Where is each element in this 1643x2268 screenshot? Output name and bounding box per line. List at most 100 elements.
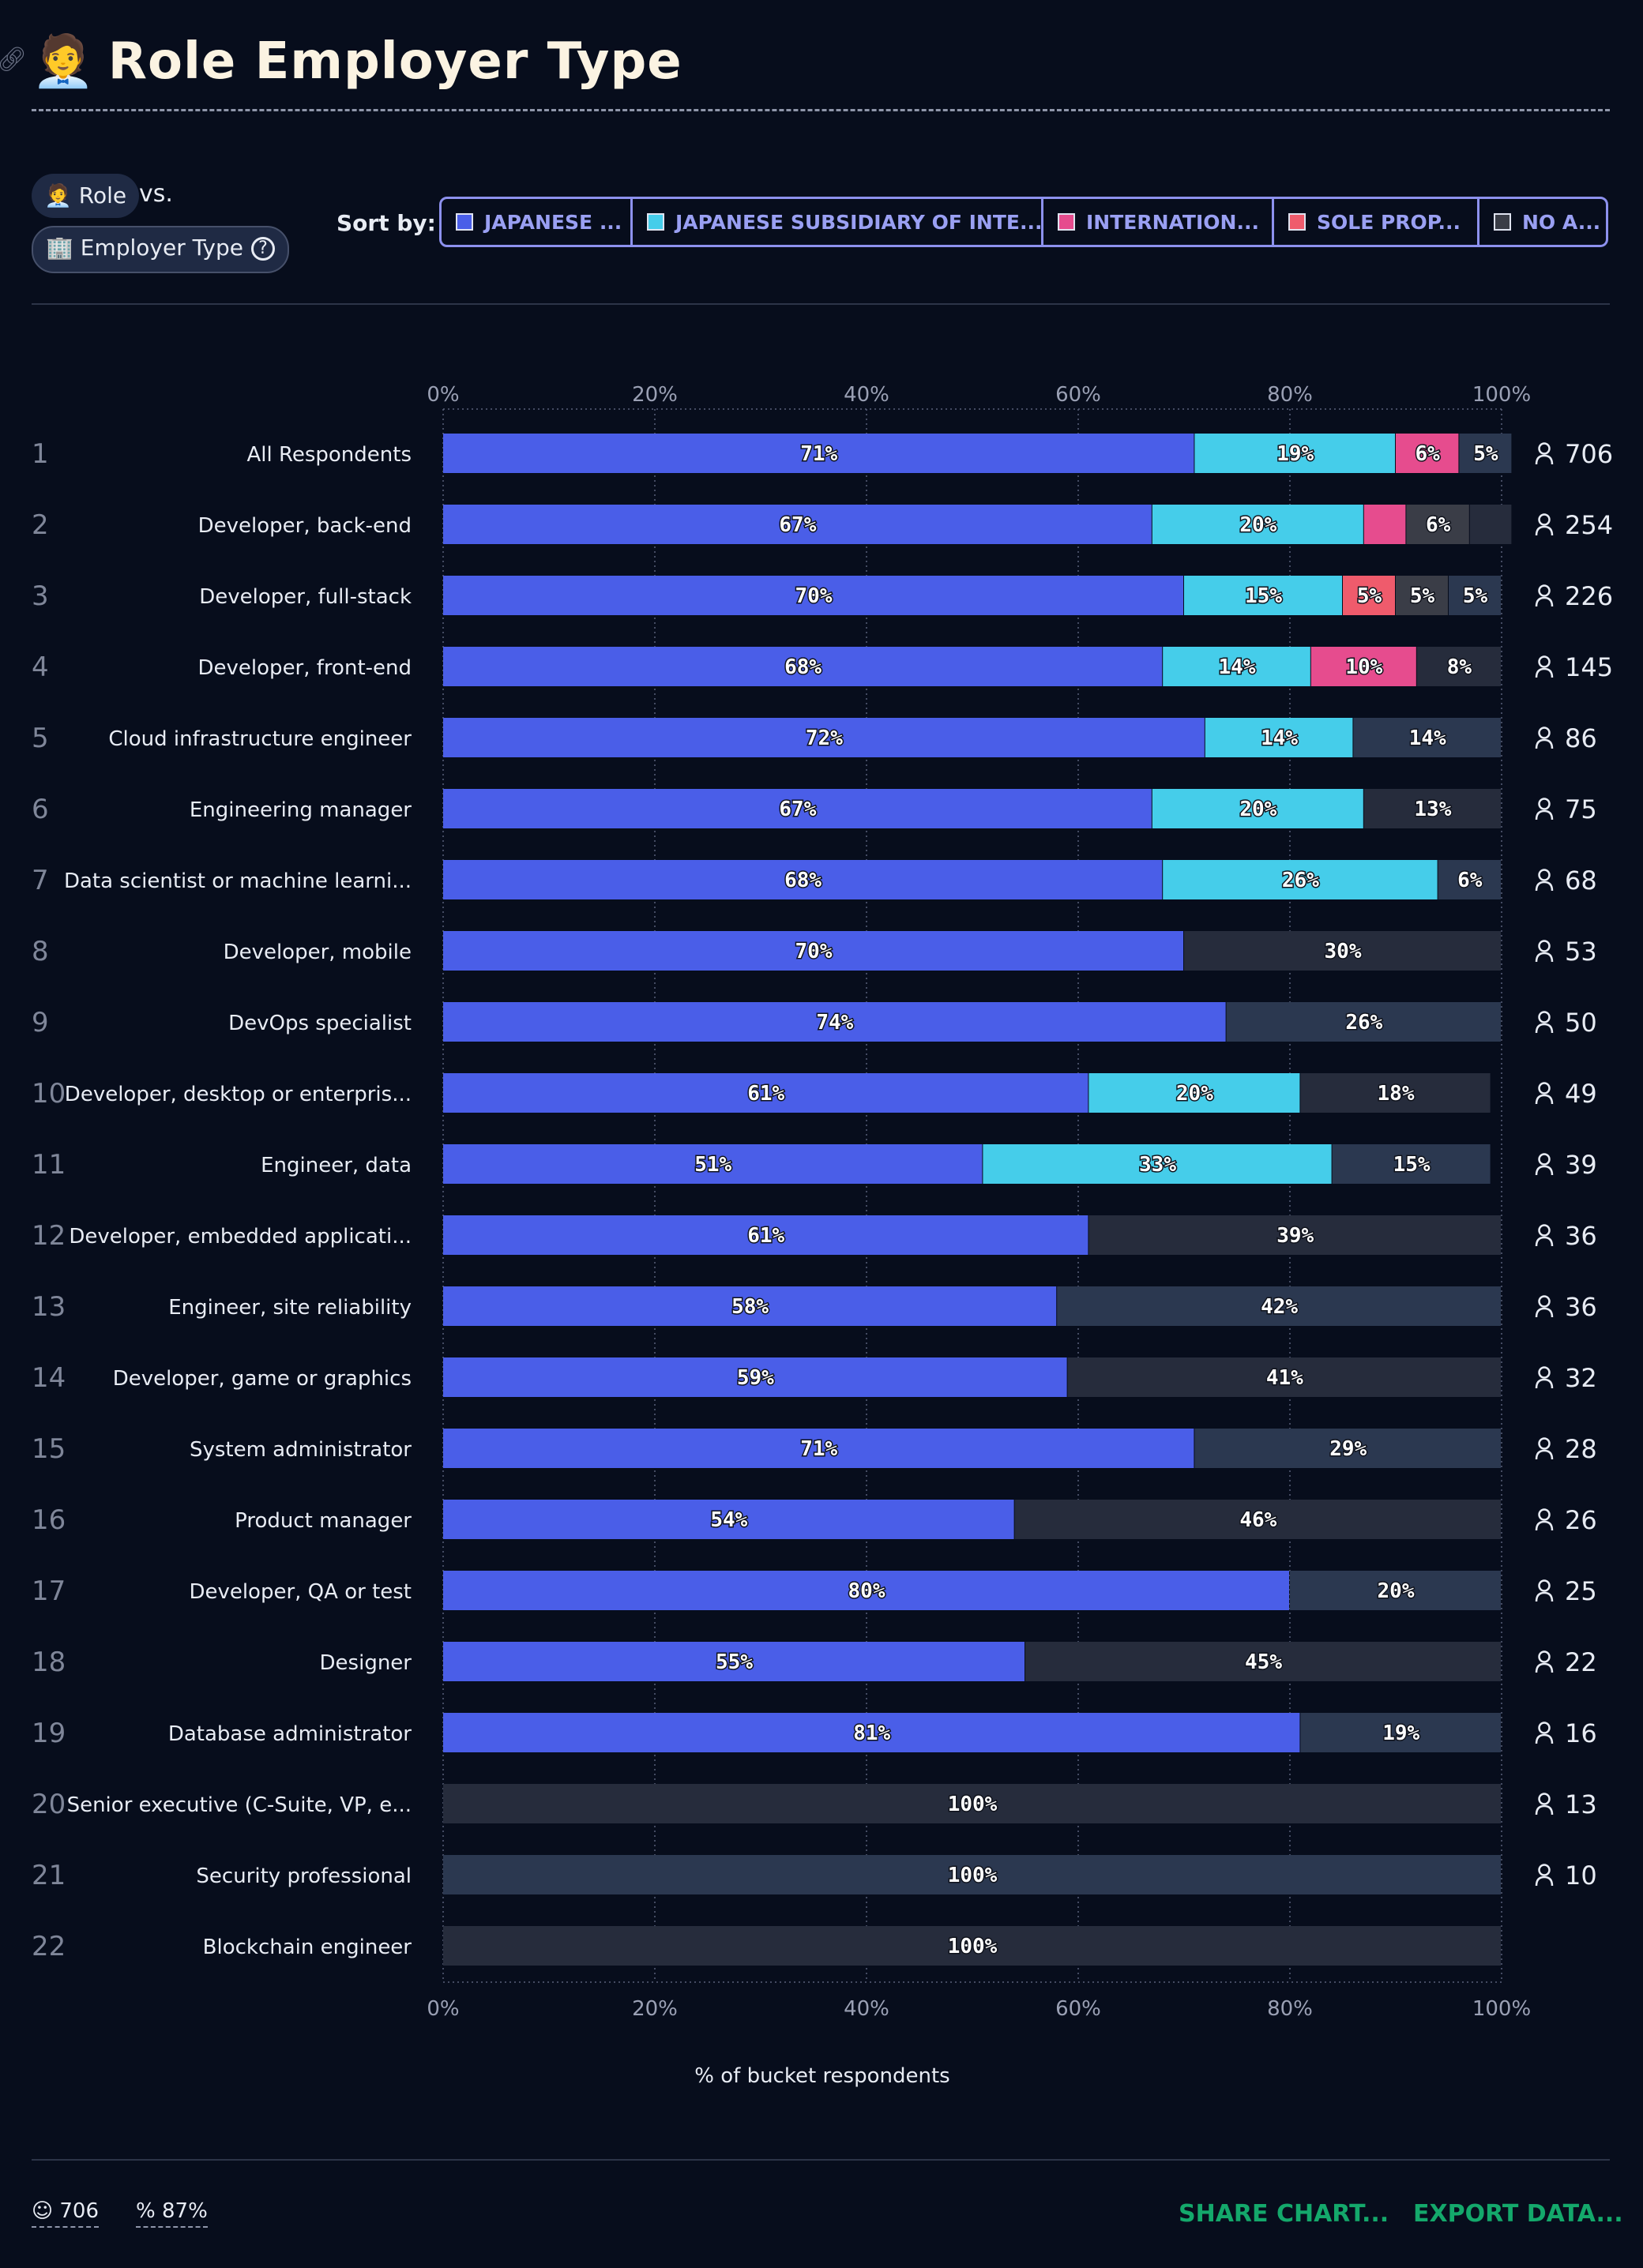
vs-label: vs. bbox=[139, 180, 173, 208]
x-tick-label-bottom: 80% bbox=[1267, 1997, 1313, 2021]
data-label: 10% bbox=[1345, 655, 1382, 679]
bar-segment-subsidiary bbox=[1088, 1073, 1300, 1113]
data-label: 39% bbox=[1276, 1224, 1314, 1248]
person-icon bbox=[1535, 1437, 1554, 1460]
data-label: 5% bbox=[1473, 442, 1498, 466]
bar-segment-remainder_b bbox=[1300, 1713, 1501, 1752]
row-rank: 14 bbox=[32, 1362, 66, 1394]
data-label: 71% bbox=[800, 442, 837, 466]
sort-tab-label: SOLE PROP... bbox=[1317, 210, 1461, 234]
x-tick-label-top: 80% bbox=[1267, 383, 1313, 407]
percent-value: 87% bbox=[161, 2199, 208, 2223]
employer-type-pill[interactable]: 🏢 Employer Type? bbox=[32, 226, 289, 273]
bar-segment-international bbox=[1310, 647, 1416, 686]
person-icon: ☺︎ bbox=[32, 2199, 54, 2223]
row-rank: 11 bbox=[32, 1149, 66, 1181]
bar-segment-remainder_a bbox=[443, 1926, 1501, 1966]
bar-segment-japanese bbox=[443, 1002, 1226, 1042]
bar-segment-japanese bbox=[443, 647, 1163, 686]
person-icon bbox=[1535, 1366, 1554, 1389]
data-label: 13% bbox=[1414, 798, 1451, 821]
respondents-stat[interactable]: ☺︎ 706 bbox=[32, 2199, 100, 2228]
data-label: 58% bbox=[731, 1295, 769, 1319]
x-tick-label-top: 0% bbox=[427, 383, 459, 407]
row-label: All Respondents bbox=[246, 443, 412, 467]
legend-swatch bbox=[647, 213, 664, 231]
data-label: 71% bbox=[800, 1437, 837, 1461]
sort-tab-japanese[interactable]: JAPANESE ... bbox=[442, 199, 633, 245]
row-label: System administrator bbox=[190, 1438, 412, 1462]
sort-tab-subsidiary[interactable]: JAPANESE SUBSIDIARY OF INTE... bbox=[633, 199, 1043, 245]
row-rank: 17 bbox=[32, 1575, 66, 1607]
bar-segment-japanese bbox=[443, 931, 1183, 971]
person-icon bbox=[1535, 1579, 1554, 1602]
data-label: 6% bbox=[1416, 442, 1441, 466]
percent-icon: % bbox=[136, 2199, 156, 2223]
bar-segment-remainder_b bbox=[1459, 434, 1512, 473]
bar-segment-remainder_a bbox=[1300, 1073, 1491, 1113]
link-icon[interactable]: 🔗︎ bbox=[0, 46, 28, 73]
person-icon bbox=[1535, 655, 1554, 678]
data-label: 8% bbox=[1447, 655, 1472, 679]
role-pill[interactable]: 🧑‍💼 Role bbox=[32, 174, 140, 218]
bar-segment-subsidiary bbox=[1205, 718, 1353, 757]
row-label: Developer, front-end bbox=[198, 656, 412, 680]
data-label: 15% bbox=[1245, 584, 1282, 608]
bar-segment-remainder_a bbox=[1184, 931, 1501, 971]
person-icon bbox=[1535, 1224, 1554, 1247]
row-count: 13 bbox=[1565, 1789, 1597, 1819]
row-count: 53 bbox=[1565, 937, 1597, 967]
role-emoji-icon: 🧑‍💼 bbox=[44, 182, 72, 208]
row-count: 254 bbox=[1565, 510, 1613, 540]
data-label: 30% bbox=[1325, 940, 1362, 963]
role-pill-label: Role bbox=[78, 182, 127, 208]
percent-stat[interactable]: % 87% bbox=[136, 2199, 208, 2228]
bar-segment-remainder_b bbox=[1194, 1429, 1501, 1468]
row-label: Developer, back-end bbox=[198, 514, 412, 538]
row-rank: 21 bbox=[32, 1860, 66, 1891]
row-rank: 9 bbox=[32, 1007, 49, 1038]
legend-swatch bbox=[1288, 213, 1306, 231]
row-label: Engineering manager bbox=[190, 798, 412, 822]
help-icon[interactable]: ? bbox=[250, 237, 275, 261]
x-tick-label-bottom: 0% bbox=[427, 1997, 459, 2021]
row-rank: 18 bbox=[32, 1647, 66, 1678]
title-text: Role Employer Type bbox=[107, 32, 682, 91]
role-emoji-icon: 🧑‍💼 bbox=[32, 32, 96, 91]
row-count: 145 bbox=[1565, 652, 1613, 682]
data-label: 33% bbox=[1139, 1153, 1176, 1177]
share-chart-button[interactable]: SHARE CHART... bbox=[1179, 2200, 1389, 2228]
sort-tab-sole-proprietor[interactable]: SOLE PROP... bbox=[1274, 199, 1479, 245]
top-divider bbox=[32, 303, 1610, 305]
stacked-bar-chart: 0% 0% 20% 20% 40% 40% 60% 60% 80% 80% 100% 100% 1 All… bbox=[32, 383, 1613, 2021]
bar-segment-remainder_a bbox=[443, 1784, 1501, 1823]
x-tick-label-top: 60% bbox=[1055, 383, 1101, 407]
sort-tab-international[interactable]: INTERNATION... bbox=[1043, 199, 1274, 245]
row-rank: 8 bbox=[32, 936, 49, 967]
sort-tabs: JAPANESE ... JAPANESE SUBSIDIARY OF INTE… bbox=[439, 197, 1608, 247]
sort-tab-no-answer[interactable]: NO A... bbox=[1479, 199, 1606, 245]
bottom-divider bbox=[32, 2159, 1610, 2161]
row-count: 86 bbox=[1565, 723, 1597, 753]
row-count: 706 bbox=[1565, 439, 1613, 469]
person-icon bbox=[1535, 869, 1554, 892]
data-label: 61% bbox=[747, 1224, 784, 1248]
person-icon bbox=[1535, 1082, 1554, 1105]
x-tick-label-bottom: 20% bbox=[632, 1997, 678, 2021]
data-label: 20% bbox=[1378, 1579, 1415, 1603]
row-label: Cloud infrastructure engineer bbox=[108, 727, 412, 751]
data-label: 20% bbox=[1176, 1082, 1213, 1106]
x-axis-title: % of bucket respondents bbox=[694, 2064, 950, 2088]
data-label: 74% bbox=[816, 1011, 853, 1034]
bar-segment-japanese bbox=[443, 1571, 1289, 1610]
data-label: 68% bbox=[784, 655, 822, 679]
person-icon bbox=[1535, 1508, 1554, 1531]
export-data-button[interactable]: EXPORT DATA... bbox=[1413, 2200, 1623, 2228]
bar-segment-remainder_b bbox=[443, 1855, 1501, 1894]
data-label: 5% bbox=[1463, 584, 1488, 608]
data-label: 51% bbox=[694, 1153, 731, 1177]
bar-segment-japanese bbox=[443, 576, 1183, 615]
x-tick-label-bottom: 40% bbox=[844, 1997, 889, 2021]
row-count: 50 bbox=[1565, 1008, 1597, 1038]
data-label: 54% bbox=[710, 1508, 747, 1532]
